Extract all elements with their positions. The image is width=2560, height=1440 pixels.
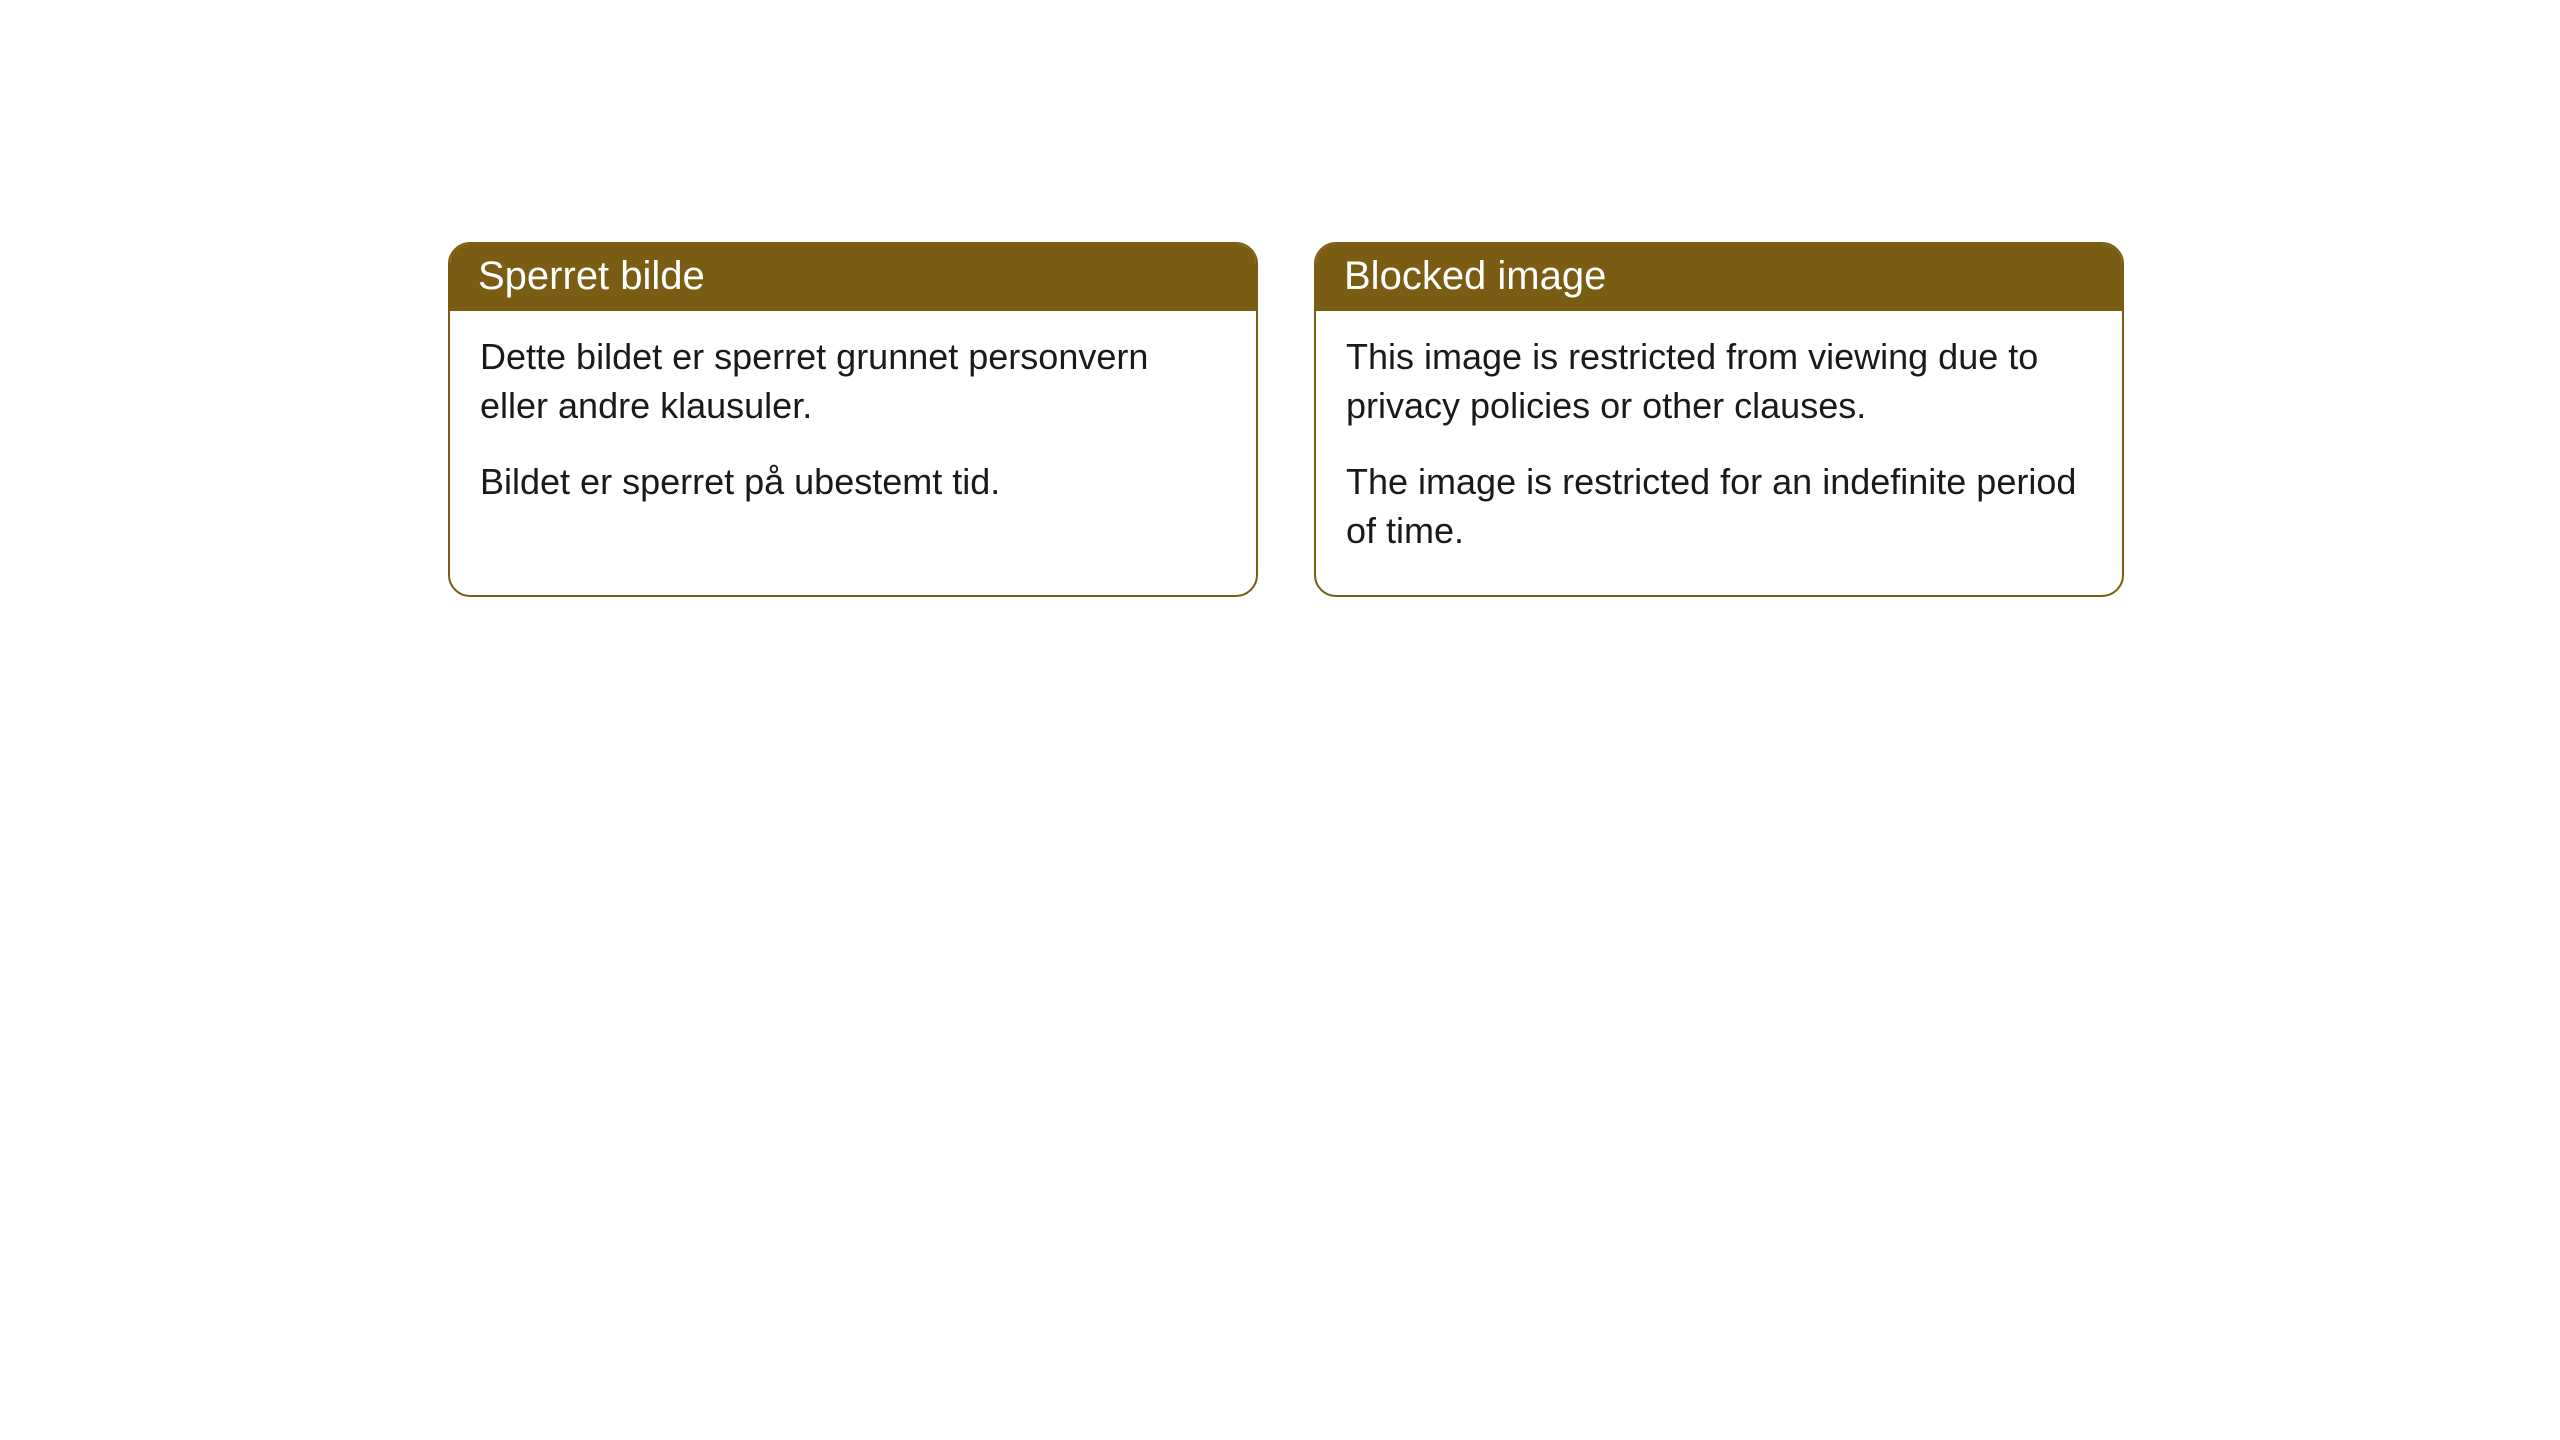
card-header-en: Blocked image [1316,244,2122,311]
blocked-image-card-en: Blocked image This image is restricted f… [1314,242,2124,597]
blocked-image-card-no: Sperret bilde Dette bildet er sperret gr… [448,242,1258,597]
card-text-en-1: This image is restricted from viewing du… [1346,333,2092,430]
card-text-en-2: The image is restricted for an indefinit… [1346,458,2092,555]
card-text-no-1: Dette bildet er sperret grunnet personve… [480,333,1226,430]
notice-card-container: Sperret bilde Dette bildet er sperret gr… [0,0,2560,597]
card-text-no-2: Bildet er sperret på ubestemt tid. [480,458,1226,507]
card-body-en: This image is restricted from viewing du… [1316,311,2122,595]
card-header-no: Sperret bilde [450,244,1256,311]
card-body-no: Dette bildet er sperret grunnet personve… [450,311,1256,547]
